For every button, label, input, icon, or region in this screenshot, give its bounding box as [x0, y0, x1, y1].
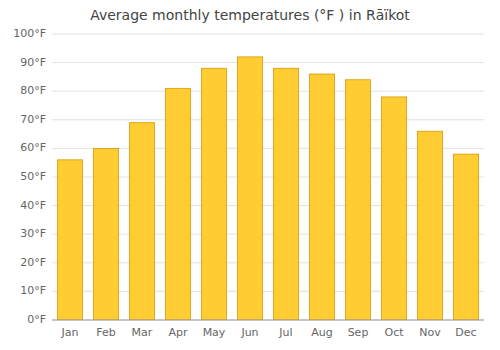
x-tick-label: Apr: [168, 326, 188, 339]
y-tick-label: 10°F: [20, 284, 46, 297]
bar: [93, 148, 118, 320]
bar: [237, 57, 262, 320]
bar: [201, 68, 226, 320]
grid-line: [52, 34, 484, 35]
y-tick-label: 60°F: [20, 141, 46, 154]
x-axis: Jan Feb Mar Apr May Jun Jul Aug Sep Oct Nov Dec: [61, 326, 477, 339]
bar: [417, 131, 442, 320]
y-tick-label: 50°F: [20, 170, 46, 183]
grid-line: [52, 320, 484, 321]
x-tick-label: Aug: [311, 326, 332, 339]
x-tick-label: Jun: [240, 326, 258, 339]
y-tick-label: 80°F: [20, 84, 46, 97]
grid-line: [52, 119, 484, 120]
bar: [273, 68, 298, 320]
bar: [165, 88, 190, 320]
x-tick-label: Mar: [132, 326, 153, 339]
chart-svg: 0°F 10°F 20°F 30°F 40°F 50°F 60°F 70°F 80°F 90°F 1…: [0, 0, 500, 350]
x-tick-label: Dec: [455, 326, 476, 339]
x-tick-label: Oct: [384, 326, 404, 339]
chart-title: Average monthly temperatures (°F ) in Rā…: [90, 7, 410, 23]
grid-line: [52, 91, 484, 92]
bars: [57, 57, 478, 320]
y-tick-label: 40°F: [20, 199, 46, 212]
bar: [57, 160, 82, 320]
x-tick-label: Sep: [348, 326, 369, 339]
y-tick-label: 30°F: [20, 227, 46, 240]
bar: [309, 74, 334, 320]
x-axis-line: [52, 320, 484, 321]
bar: [129, 123, 154, 320]
y-tick-label: 100°F: [13, 27, 46, 40]
y-tick-label: 20°F: [20, 256, 46, 269]
bar: [381, 97, 406, 320]
x-tick-label: Jul: [278, 326, 292, 339]
grid-line: [52, 62, 484, 63]
x-tick-label: Feb: [96, 326, 115, 339]
y-tick-label: 90°F: [20, 56, 46, 69]
page: {"chart_data": {"type": "bar", "title": …: [0, 0, 500, 350]
y-axis: 0°F 10°F 20°F 30°F 40°F 50°F 60°F 70°F 80°F 90°F 1…: [13, 27, 484, 326]
x-tick-label: Jan: [61, 326, 79, 339]
x-tick-label: Nov: [419, 326, 441, 339]
y-tick-label: 70°F: [20, 113, 46, 126]
bar: [345, 80, 370, 320]
chart-container: 0°F 10°F 20°F 30°F 40°F 50°F 60°F 70°F 80°F 90°F 1…: [0, 0, 500, 350]
x-tick-label: May: [203, 326, 226, 339]
y-tick-label: 0°F: [27, 313, 46, 326]
bar: [453, 154, 478, 320]
